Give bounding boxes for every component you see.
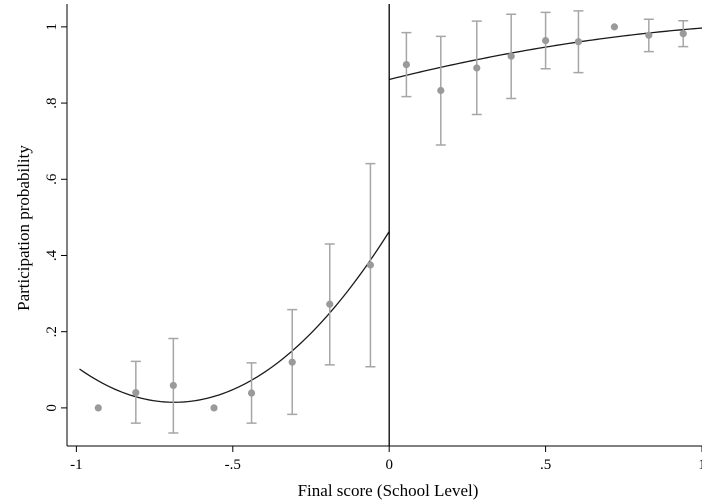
data-point bbox=[610, 23, 619, 31]
y-tick-label: 0 bbox=[44, 404, 60, 412]
data-point bbox=[645, 31, 653, 39]
data-point bbox=[437, 86, 445, 95]
x-tick-label: -.5 bbox=[225, 457, 241, 473]
data-point bbox=[132, 389, 140, 397]
data-point bbox=[679, 30, 687, 38]
x-tick-label: -1 bbox=[70, 457, 83, 473]
data-point bbox=[247, 389, 256, 397]
data-point bbox=[94, 404, 102, 412]
data-point bbox=[288, 358, 296, 366]
y-tick-label: 1 bbox=[44, 23, 60, 31]
data-point bbox=[326, 300, 334, 308]
x-axis-title: Final score (School Level) bbox=[298, 481, 479, 500]
data-point bbox=[541, 36, 550, 45]
x-tick-label: 0 bbox=[385, 457, 393, 473]
data-point bbox=[507, 52, 515, 60]
y-tick-label: .2 bbox=[44, 326, 60, 337]
point-layer bbox=[94, 23, 687, 412]
y-axis-title: Participation probability bbox=[14, 145, 33, 311]
y-tick-label: .4 bbox=[44, 249, 60, 261]
x-tick-label: .5 bbox=[540, 457, 551, 473]
data-point bbox=[169, 381, 177, 390]
data-point bbox=[366, 261, 375, 269]
data-point bbox=[574, 38, 583, 46]
x-tick-label: 1 bbox=[698, 457, 702, 473]
y-tick-label: .8 bbox=[44, 97, 60, 108]
axes-layer: -1 -.5 0 .5 1 0 .2 .4 .6 .8 1 bbox=[44, 4, 702, 473]
fit-line-left bbox=[79, 231, 390, 403]
data-point bbox=[473, 64, 481, 72]
data-point bbox=[402, 60, 410, 69]
y-tick-label: .6 bbox=[44, 173, 60, 185]
data-point bbox=[210, 404, 218, 412]
